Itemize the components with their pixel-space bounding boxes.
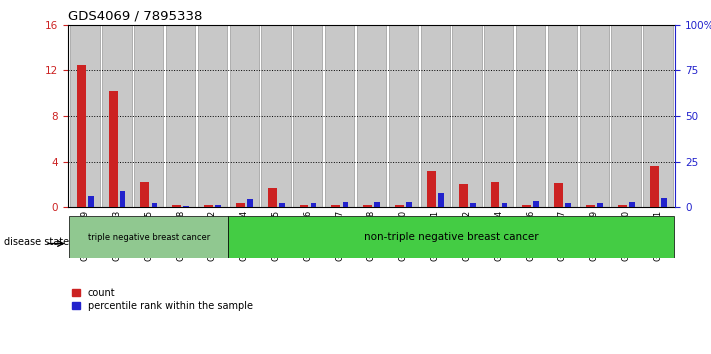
Bar (491, 182, 499, 207)
Bar (299, 205, 309, 207)
Bar (579, 25, 609, 207)
Bar (389, 25, 418, 207)
Bar (141, 182, 149, 207)
Bar (357, 25, 386, 207)
Bar (643, 25, 673, 207)
Bar (343, 202, 348, 207)
Bar (134, 25, 164, 207)
Bar (452, 25, 481, 207)
Bar (70, 25, 100, 207)
Bar (618, 205, 627, 207)
Bar (611, 25, 641, 207)
Bar (262, 25, 291, 207)
Bar (166, 25, 196, 207)
Bar (198, 25, 227, 207)
Bar (102, 25, 132, 207)
Bar (325, 25, 354, 207)
Bar (661, 198, 666, 207)
Bar (438, 193, 444, 207)
Bar (331, 205, 341, 207)
Bar (650, 166, 658, 207)
Bar (484, 25, 513, 207)
Bar (629, 202, 635, 207)
Bar (151, 202, 157, 207)
Bar (230, 25, 259, 207)
Bar (427, 171, 436, 207)
Bar (279, 202, 284, 207)
Bar (119, 191, 125, 207)
Bar (565, 202, 571, 207)
Bar (215, 205, 221, 207)
Bar (311, 202, 316, 207)
Bar (516, 25, 545, 207)
Bar (586, 205, 595, 207)
Bar (109, 91, 117, 207)
Bar (268, 188, 277, 207)
Bar (547, 25, 577, 207)
Bar (183, 206, 189, 207)
Bar (523, 205, 531, 207)
Bar (459, 184, 468, 207)
Bar (77, 65, 86, 207)
Bar (533, 201, 539, 207)
Bar (247, 199, 253, 207)
FancyBboxPatch shape (228, 216, 674, 258)
Text: disease state: disease state (4, 238, 69, 247)
Bar (554, 183, 563, 207)
Bar (406, 202, 412, 207)
Bar (420, 25, 450, 207)
Bar (395, 205, 404, 207)
Text: triple negative breast cancer: triple negative breast cancer (87, 233, 210, 242)
Bar (172, 205, 181, 207)
Bar (470, 202, 476, 207)
Text: non-triple negative breast cancer: non-triple negative breast cancer (364, 232, 538, 242)
Bar (236, 203, 245, 207)
Text: GDS4069 / 7895338: GDS4069 / 7895338 (68, 9, 202, 22)
FancyBboxPatch shape (69, 216, 228, 258)
Bar (375, 202, 380, 207)
Legend: count, percentile rank within the sample: count, percentile rank within the sample (73, 288, 253, 311)
Bar (597, 202, 603, 207)
Bar (204, 205, 213, 207)
Bar (88, 196, 94, 207)
Bar (293, 25, 323, 207)
Bar (502, 202, 508, 207)
Bar (363, 205, 372, 207)
